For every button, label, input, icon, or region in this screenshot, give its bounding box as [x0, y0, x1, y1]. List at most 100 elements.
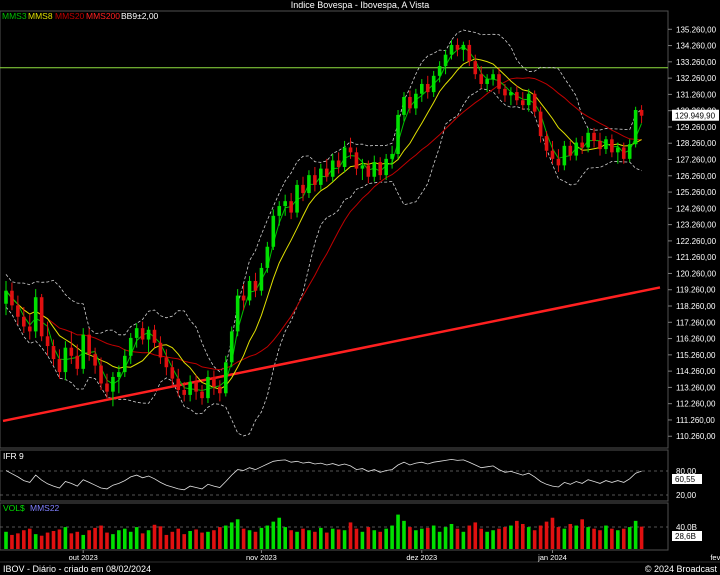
volume-tick-40b: 40,0B — [676, 523, 697, 532]
candle — [134, 323, 139, 348]
candle — [497, 67, 501, 94]
price-tick-label: 135.260,00 — [676, 25, 717, 34]
candle-body — [532, 93, 537, 112]
price-tick-label: 119.260,00 — [676, 286, 716, 295]
candle-body — [99, 365, 103, 384]
candle-body — [627, 144, 632, 159]
candle — [431, 70, 436, 97]
volume-bar — [414, 530, 418, 549]
volume-bar — [170, 531, 175, 549]
candle — [206, 370, 210, 404]
volume-bar — [479, 528, 483, 549]
volume-bar — [324, 532, 329, 549]
candle-body — [134, 328, 139, 338]
volume-bar — [354, 528, 359, 549]
volume-bar — [206, 531, 210, 549]
x-tick-label: nov 2023 — [246, 553, 277, 562]
candle-body — [562, 145, 567, 166]
volume-bar — [461, 531, 466, 549]
candle — [111, 372, 115, 407]
candle-body — [158, 342, 163, 358]
volume-bar — [580, 519, 584, 549]
candle — [235, 289, 240, 337]
candle — [360, 158, 365, 181]
candle-body — [271, 215, 276, 247]
volume-bar — [146, 530, 151, 549]
volume-bar — [390, 525, 394, 549]
volume-bar — [111, 534, 115, 549]
candle — [544, 131, 549, 158]
candle — [372, 155, 377, 182]
price-tick-label: 124.260,00 — [676, 204, 717, 213]
candle — [592, 127, 596, 148]
volume-bar — [105, 532, 109, 549]
candle — [283, 194, 287, 216]
x-tick-label: out 2023 — [69, 553, 98, 562]
candle-body — [324, 168, 329, 177]
candle — [277, 201, 282, 226]
candle — [562, 140, 567, 171]
candle-body — [610, 139, 614, 153]
candle — [324, 158, 329, 182]
candle — [485, 74, 489, 93]
candle-body — [550, 150, 555, 159]
price-tick-label: 132.260,00 — [676, 74, 717, 83]
candle-body — [402, 96, 406, 115]
candle — [146, 326, 151, 353]
volume-bar — [218, 527, 222, 549]
candle-body — [348, 147, 353, 153]
candle-body — [235, 295, 240, 332]
volume-bar — [420, 528, 424, 549]
volume-bar — [425, 527, 430, 549]
candle-body — [431, 75, 436, 93]
candle-body — [497, 74, 501, 89]
candle — [170, 360, 175, 387]
candle-body — [449, 44, 454, 55]
volume-bar — [182, 534, 186, 549]
candle-body — [81, 334, 86, 369]
candle — [473, 54, 478, 80]
candle — [336, 152, 341, 174]
candle — [330, 153, 335, 182]
volume-bar — [10, 534, 14, 549]
volume-bar — [378, 531, 383, 549]
candle-body — [467, 44, 472, 62]
volume-bar — [633, 520, 638, 549]
price-tick-label: 113.260,00 — [676, 383, 716, 392]
candle-body — [592, 132, 596, 141]
candle-body — [420, 83, 424, 94]
candle-body — [229, 331, 234, 363]
candle — [295, 180, 299, 218]
mms20-line — [5, 77, 642, 371]
candle — [520, 92, 525, 111]
candle-body — [384, 158, 388, 176]
volume-bar — [598, 530, 602, 549]
candle — [396, 110, 400, 159]
candle-body — [396, 114, 400, 154]
candle — [580, 136, 584, 154]
candle-body — [366, 165, 371, 177]
candle-body — [4, 290, 8, 304]
volume-bar — [604, 525, 608, 549]
volume-bar — [491, 530, 495, 549]
volume-bar — [27, 528, 32, 549]
volume-bar — [520, 523, 525, 549]
ifr-last-badge — [672, 474, 702, 484]
volume-bar — [568, 523, 573, 549]
candle — [223, 355, 228, 397]
candle-body — [39, 297, 44, 337]
ifr-tick-20: 20,00 — [676, 491, 697, 500]
candle — [117, 365, 121, 394]
price-panel-frame — [0, 10, 669, 449]
candle — [586, 127, 590, 153]
volume-bar — [509, 525, 513, 549]
candle — [99, 357, 103, 391]
candle-body — [342, 147, 347, 167]
candle-body — [206, 376, 210, 399]
candle-body — [414, 93, 418, 109]
candle-body — [188, 381, 192, 395]
volume-bar — [45, 532, 50, 549]
volume-bar — [396, 514, 400, 549]
candle-body — [598, 140, 602, 150]
